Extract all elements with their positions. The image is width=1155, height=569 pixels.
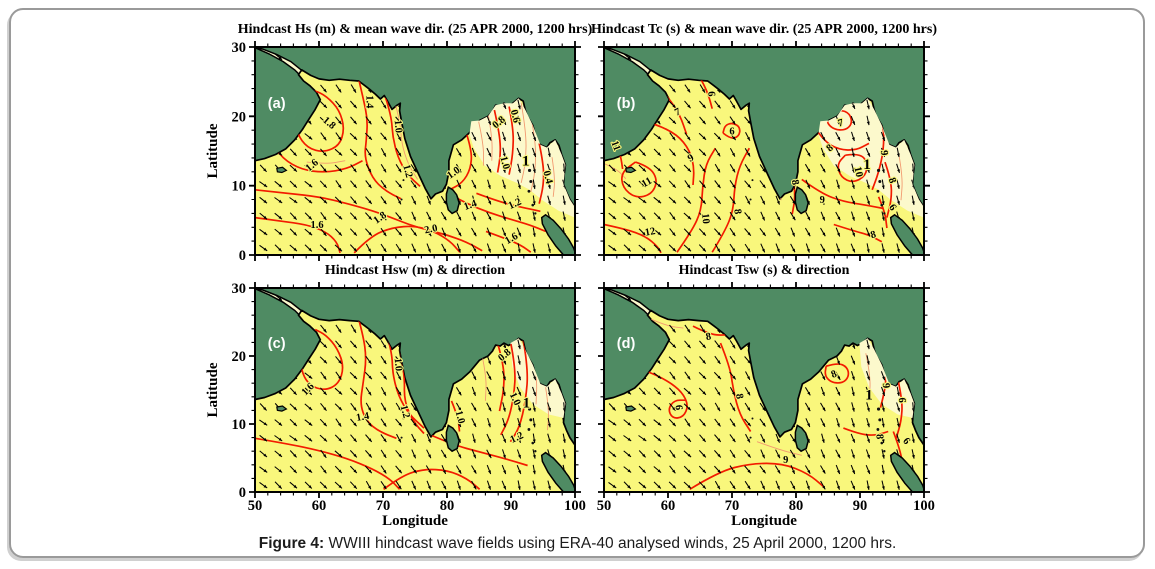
contour-label: 1 — [863, 157, 871, 173]
panel-letter: (c) — [268, 336, 286, 352]
contour-label: 6 — [729, 126, 734, 137]
contour-lines — [255, 55, 555, 254]
x-tick-label: 90 — [504, 498, 519, 514]
y-axis-title: Latitude — [205, 362, 221, 417]
x-tick-label: 50 — [597, 498, 612, 514]
islands — [625, 166, 925, 256]
x-tick-label: 90 — [853, 498, 868, 514]
contour-label: 12 — [644, 226, 656, 239]
contour-label: 1.4 — [355, 411, 371, 424]
contour-label: 1.0 — [497, 155, 511, 171]
panel-letter: (b) — [617, 96, 636, 112]
contour-label: 2.0 — [424, 223, 439, 236]
pale-sea-shading — [510, 338, 566, 418]
y-tick-label: 30 — [232, 281, 247, 297]
panel-letter: (a) — [268, 96, 286, 112]
contour-label: 10 — [851, 166, 864, 179]
minor-ticks — [251, 284, 579, 496]
contour-label: 11 — [608, 139, 622, 152]
contour-label: 8 — [731, 208, 743, 215]
contour-label: 8 — [886, 176, 898, 185]
contour-label: 7 — [673, 107, 682, 119]
islands — [625, 405, 925, 493]
contour-label: 1.6 — [311, 220, 324, 231]
minor-ticks — [600, 43, 928, 259]
contour-label: 0.6 — [508, 109, 522, 125]
contour-label: 1.4 — [363, 95, 374, 109]
y-tick-label: 30 — [232, 40, 247, 56]
x-tick-label: 70 — [725, 498, 740, 514]
contour-label: 9 — [783, 455, 788, 466]
contour-label: 7 — [837, 118, 845, 130]
contour-label: 8 — [733, 393, 745, 400]
y-tick-label: 0 — [239, 248, 246, 264]
y-tick-label: 20 — [232, 349, 247, 365]
contour-label: 8 — [705, 331, 712, 343]
x-tick-label: 80 — [440, 498, 455, 514]
plot-frame — [603, 46, 925, 256]
x-tick-label: 80 — [789, 498, 804, 514]
contour-label: 0.4 — [540, 170, 554, 186]
contour-label: 9 — [880, 383, 891, 389]
panel-a-map: 1.81.61.41.01.20.8 0.61.0 10.41.01.4 1.21.6… — [205, 40, 581, 264]
plot-frame — [254, 287, 576, 493]
contour-label: 8 — [789, 179, 801, 186]
contour-label: 1.0 — [392, 119, 404, 133]
plot-frame — [254, 46, 576, 256]
panel-letter: (d) — [617, 336, 636, 352]
contour-label: 10 — [699, 213, 711, 224]
major-ticks — [598, 282, 930, 498]
x-axis-title: Longitude — [382, 513, 448, 529]
x-tick-label: 60 — [312, 498, 327, 514]
contour-label: 6 — [672, 404, 683, 410]
minor-ticks — [600, 284, 928, 496]
contour-label: 1.2 — [398, 404, 412, 420]
figure-card — [9, 8, 1145, 558]
y-tick-label: 0 — [239, 485, 246, 501]
panel-a-title: Hindcast Hs (m) & mean wave dir. (25 APR… — [237, 22, 593, 37]
contour-label: 1 — [522, 154, 530, 170]
contour-label: 9 — [878, 150, 889, 156]
panel-d-title: Hindcast Tsw (s) & direction — [678, 263, 850, 278]
x-axis-title: Longitude — [731, 513, 797, 529]
contour-label: 1.0 — [453, 409, 467, 425]
contour-label: 1.2 — [400, 163, 414, 179]
y-tick-label: 20 — [232, 109, 247, 125]
pale-sea-shading — [469, 98, 575, 218]
contour-label: 1 — [865, 388, 873, 404]
y-tick-label: 10 — [232, 417, 247, 433]
minor-ticks — [251, 43, 579, 259]
major-ticks — [249, 282, 581, 498]
plot-frame — [603, 287, 925, 493]
figure-caption-text: WWIII hindcast wave fields using ERA-40 … — [328, 535, 897, 552]
x-tick-label: 60 — [661, 498, 676, 514]
contour-label: 6 — [705, 91, 716, 97]
x-tick-label: 100 — [913, 498, 935, 514]
contour-label: 1 — [523, 396, 531, 412]
major-ticks — [598, 41, 930, 261]
contour-label: 6 — [896, 397, 907, 403]
panel-c-title: Hindcast Hsw (m) & direction — [324, 263, 506, 278]
contour-label: 8 — [869, 229, 877, 241]
x-tick-label: 100 — [564, 498, 586, 514]
panel-b-title: Hindcast Tc (s) & mean wave dir. (25 APR… — [591, 22, 937, 37]
y-axis-title: Latitude — [205, 123, 221, 178]
figure-caption: Figure 4: WWIII hindcast wave fields usi… — [0, 535, 1155, 553]
y-tick-label: 10 — [232, 179, 247, 195]
contour-label: 9 — [820, 195, 825, 206]
contour-label: 1.0 — [392, 358, 404, 372]
x-tick-label: 70 — [376, 498, 391, 514]
x-tick-label: 50 — [248, 498, 263, 514]
pale-sea-shading — [818, 98, 924, 218]
major-ticks — [249, 41, 581, 261]
contour-label: 8 — [830, 369, 839, 381]
contour-label: 8 — [873, 434, 884, 440]
figure-caption-label: Figure 4: — [258, 535, 325, 552]
